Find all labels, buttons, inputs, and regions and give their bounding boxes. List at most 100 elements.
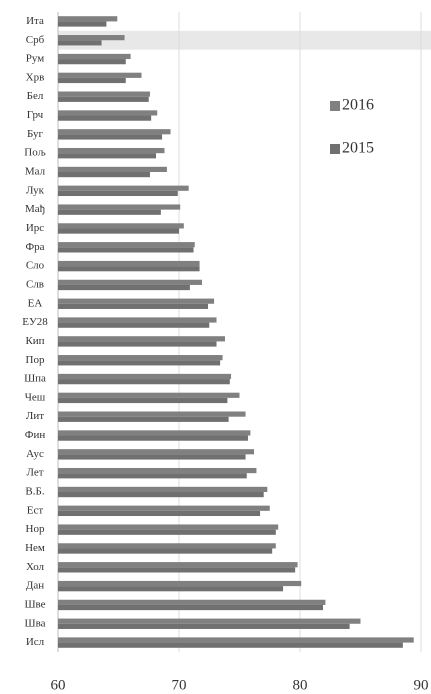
y-tick-label: Пољ [24, 147, 45, 159]
bar [58, 379, 230, 385]
y-tick-label: Аус [26, 448, 44, 460]
bar [58, 529, 276, 535]
bar [58, 204, 181, 210]
bar [58, 360, 221, 366]
bar [58, 486, 268, 492]
bar [58, 580, 302, 587]
bar [58, 355, 223, 361]
bar [58, 454, 246, 460]
bar [58, 110, 158, 116]
y-tick-label: Лук [26, 184, 45, 196]
x-tick-label: 60 [51, 677, 66, 693]
bar [58, 35, 125, 41]
bar [58, 166, 167, 172]
bar [58, 96, 149, 102]
y-tick-label: Хол [26, 561, 45, 573]
bar [58, 492, 264, 498]
bar [58, 147, 165, 154]
bar [58, 172, 150, 178]
y-tick-label: Грч [27, 109, 44, 121]
y-tick-label: Дан [26, 580, 44, 592]
y-tick-label: Фин [25, 429, 46, 441]
bar [58, 473, 247, 479]
y-tick-label: Лет [26, 467, 43, 479]
legend-label: 2016 [342, 97, 374, 114]
bar [58, 322, 210, 328]
y-tick-label: Шве [24, 598, 45, 610]
y-tick-label: Слв [26, 278, 44, 290]
bar [58, 623, 350, 629]
bar [58, 72, 142, 78]
bar [58, 40, 102, 46]
bar [58, 303, 209, 309]
bar [58, 543, 276, 549]
bar [58, 91, 150, 97]
bar [58, 228, 179, 234]
y-tick-label: Шва [24, 617, 45, 629]
y-tick-label: Чеш [25, 391, 46, 403]
y-tick-label: ЕА [28, 297, 43, 309]
bar [58, 510, 261, 517]
y-tick-label: Срб [26, 34, 45, 46]
bar [58, 209, 161, 215]
y-tick-label: Шпа [24, 373, 46, 385]
bar [58, 604, 323, 611]
highlight-band [58, 30, 431, 50]
bar [58, 642, 403, 648]
bar [58, 373, 232, 380]
bar [58, 548, 273, 554]
bar [58, 279, 202, 285]
bar [58, 317, 217, 323]
y-tick-label: Пор [26, 354, 45, 366]
bar [58, 129, 171, 135]
y-tick-label: Лит [26, 410, 44, 422]
bar [58, 223, 184, 229]
bar [58, 336, 225, 342]
bar [58, 298, 215, 304]
bar [58, 77, 126, 84]
legend-label: 2015 [342, 140, 374, 157]
y-tick-label: Мађ [25, 203, 45, 215]
y-tick-label: Сло [26, 260, 45, 272]
y-tick-label: Кип [25, 335, 44, 347]
x-tick-label: 80 [293, 677, 308, 693]
y-tick-label: Нем [25, 542, 45, 554]
bar [58, 397, 228, 404]
legend-swatch [330, 144, 340, 154]
bar [58, 16, 118, 22]
bar [58, 185, 189, 191]
y-tick-label: Ита [26, 15, 44, 27]
bar [58, 115, 152, 121]
bar [58, 449, 255, 455]
bar [58, 247, 194, 253]
bar [58, 505, 270, 511]
y-tick-label: Фра [25, 241, 44, 253]
y-tick-label: Буг [27, 128, 44, 140]
bar [58, 153, 157, 159]
y-tick-label: В.Б. [25, 486, 44, 498]
x-tick-label: 90 [414, 677, 429, 693]
bar [58, 430, 251, 436]
bar [58, 524, 279, 530]
bar [58, 341, 217, 347]
y-tick-label: ЕУ28 [22, 316, 48, 328]
y-tick-label: Хрв [26, 71, 45, 83]
y-tick-label: Нор [26, 523, 45, 535]
bar [58, 411, 246, 417]
bar [58, 618, 361, 624]
bar [58, 53, 131, 60]
bar [58, 392, 240, 398]
bar [58, 467, 257, 474]
bar [58, 586, 284, 592]
bar [58, 562, 298, 568]
bar [58, 260, 200, 267]
bar [58, 190, 178, 197]
y-tick-label: Рум [26, 53, 44, 65]
bar [58, 416, 229, 422]
bar [58, 435, 248, 441]
y-tick-label: Исл [26, 636, 45, 648]
y-tick-label: Ирс [26, 222, 44, 234]
y-tick-label: Мал [25, 166, 46, 178]
y-tick-label: Бел [27, 90, 44, 102]
